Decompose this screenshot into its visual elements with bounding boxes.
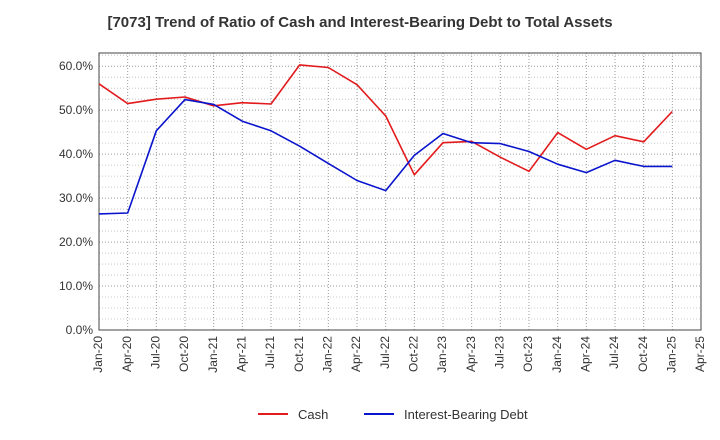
x-tick-label: Apr-21 bbox=[235, 336, 249, 372]
y-tick-label: 0.0% bbox=[66, 323, 94, 337]
x-tick-label: Jan-21 bbox=[206, 336, 220, 373]
y-tick-label: 10.0% bbox=[59, 279, 93, 293]
x-tick-label: Apr-25 bbox=[693, 336, 707, 372]
x-tick-label: Apr-23 bbox=[464, 336, 478, 372]
x-tick-label: Jan-22 bbox=[321, 336, 335, 373]
y-tick-label: 50.0% bbox=[59, 103, 93, 117]
x-tick-label: Apr-22 bbox=[349, 336, 363, 372]
x-tick-label: Jan-23 bbox=[435, 336, 449, 373]
x-tick-label: Oct-23 bbox=[521, 336, 535, 372]
chart-title: [7073] Trend of Ratio of Cash and Intere… bbox=[107, 14, 613, 31]
x-tick-label: Jul-23 bbox=[493, 336, 507, 369]
x-tick-label: Apr-20 bbox=[120, 336, 134, 372]
x-tick-label: Jul-22 bbox=[378, 336, 392, 369]
legend-label: Cash bbox=[298, 407, 328, 422]
y-tick-label: 30.0% bbox=[59, 191, 93, 205]
x-tick-label: Jul-24 bbox=[607, 336, 621, 369]
x-tick-label: Jul-20 bbox=[149, 336, 163, 369]
x-tick-label: Jul-21 bbox=[263, 336, 277, 369]
y-tick-label: 40.0% bbox=[59, 147, 93, 161]
x-tick-label: Oct-21 bbox=[292, 336, 306, 372]
series-line-interest-bearing-debt bbox=[98, 98, 673, 215]
x-tick-label: Jan-25 bbox=[665, 336, 679, 373]
y-tick-label: 60.0% bbox=[59, 59, 93, 73]
x-tick-label: Apr-24 bbox=[579, 336, 593, 372]
plot-frame bbox=[98, 52, 702, 331]
x-tick-label: Oct-22 bbox=[407, 336, 421, 372]
x-tick-label: Oct-24 bbox=[636, 336, 650, 372]
x-tick-label: Jan-20 bbox=[91, 336, 105, 373]
legend-label: Interest-Bearing Debt bbox=[404, 407, 528, 422]
x-tick-label: Oct-20 bbox=[177, 336, 191, 372]
series-line-cash bbox=[98, 64, 673, 176]
y-tick-label: 20.0% bbox=[59, 235, 93, 249]
x-tick-label: Jan-24 bbox=[550, 336, 564, 373]
